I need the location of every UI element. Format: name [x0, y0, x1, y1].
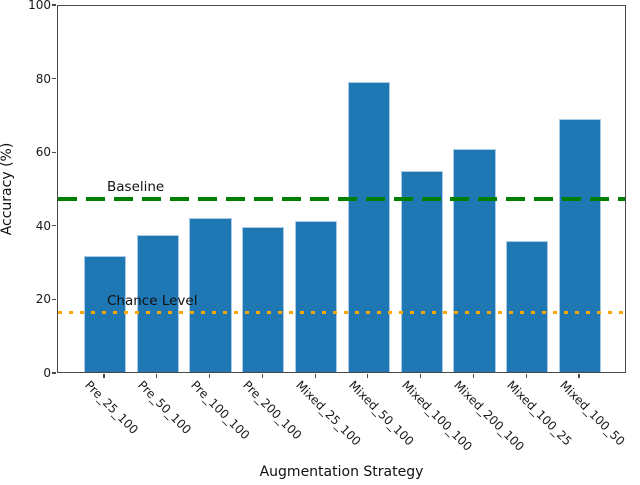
y-axis-label: Accuracy (%)	[0, 142, 15, 236]
y-tick-label-100: 100	[28, 0, 51, 12]
bar-Mixed_100_50	[558, 118, 602, 372]
x-tick-label-Pre_25_100: Pre_25_100	[82, 378, 141, 437]
x-tick-mark	[208, 373, 211, 378]
bar-Mixed_200_100	[453, 148, 496, 372]
y-tick-mark	[52, 78, 56, 80]
bar-Mixed_25_100	[294, 221, 338, 372]
baseline-annotation: Baseline	[107, 179, 165, 196]
x-axis-label: Augmentation Strategy	[259, 464, 424, 480]
y-tick-mark	[52, 151, 56, 153]
x-tick-mark	[578, 373, 580, 378]
y-tick-mark	[52, 372, 56, 374]
baseline-reference-line	[58, 197, 625, 201]
y-tick-label-40: 40	[35, 218, 51, 233]
y-tick-label-20: 20	[35, 292, 51, 307]
x-tick-mark	[420, 373, 422, 378]
x-tick-mark	[525, 373, 527, 378]
y-tick-label-80: 80	[35, 71, 51, 86]
y-tick-mark	[52, 4, 56, 6]
x-tick-mark	[156, 373, 158, 378]
bar-Mixed_100_100	[400, 171, 443, 372]
y-tick-mark	[52, 225, 56, 227]
bar-Mixed_50_100	[347, 82, 390, 372]
x-tick-mark	[261, 373, 263, 378]
chance-level-reference-line	[58, 310, 625, 315]
x-tick-mark	[314, 373, 316, 378]
plot-area: Baseline Chance Level	[57, 5, 626, 373]
x-tick-mark	[103, 373, 105, 378]
y-tick-label-0: 0	[43, 366, 51, 380]
bar-Pre_50_100	[136, 235, 179, 372]
x-tick-label-Pre_50_100: Pre_50_100	[134, 378, 194, 437]
x-tick-mark	[472, 373, 475, 378]
y-tick-label-60: 60	[35, 145, 51, 160]
bar-Mixed_100_25	[506, 240, 549, 372]
bar-Pre_200_100	[242, 226, 285, 372]
bar-Pre_100_100	[189, 218, 232, 372]
chance-level-annotation: Chance Level	[107, 292, 198, 309]
y-tick-mark	[52, 298, 56, 300]
x-tick-mark	[367, 373, 369, 378]
